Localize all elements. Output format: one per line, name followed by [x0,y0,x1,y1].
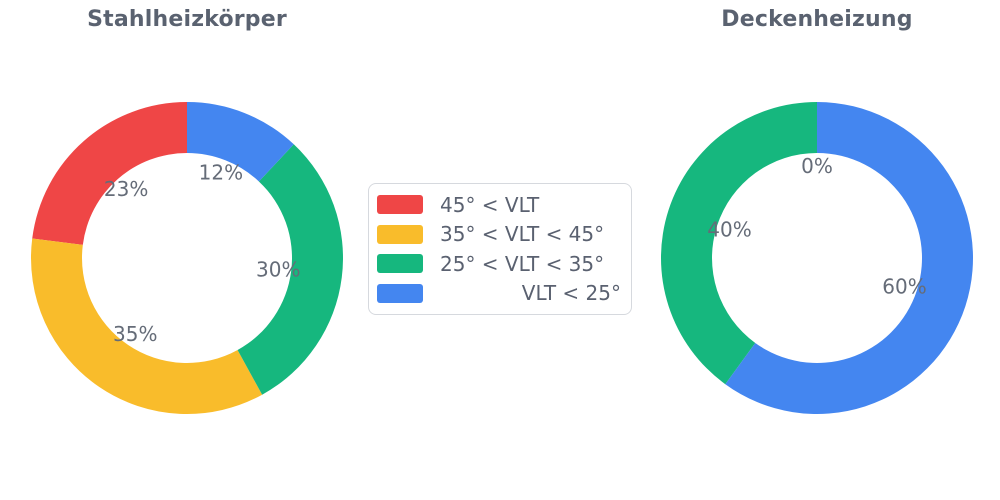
donut-slice [237,144,343,395]
slice-label: 30% [256,258,300,282]
donut-slice [187,102,294,182]
legend-item: 35° < VLT < 45° [377,220,621,250]
legend-item-label: 45° < VLT [440,192,540,217]
legend-swatch-blue [377,283,423,303]
legend-box: 45° < VLT 35° < VLT < 45° 25° < VLT < 35… [368,183,632,315]
slice-label: 40% [707,218,751,242]
legend-swatch-yellow [377,224,423,244]
chart-title-left: Stahlheizkörper [87,7,287,32]
slice-label: 12% [199,160,243,184]
donut-slice [661,101,817,385]
legend-item: 45° < VLT [377,190,621,220]
slice-label: 35% [113,322,157,346]
legend-swatch-green [377,254,423,274]
legend-item-label: VLT < 25° [521,281,621,306]
legend-item: VLT < 25° [377,279,621,309]
donut-slice [32,102,188,245]
chart-title-right: Deckenheizung [721,7,913,32]
slice-label: 23% [104,177,148,201]
donut-slice [725,102,973,414]
legend-item: 25° < VLT < 35° [377,249,621,279]
legend-swatch-red [377,195,423,215]
donut-slice [31,238,263,414]
legend-item-label: 35° < VLT < 45° [440,222,605,247]
slice-label: 0% [801,154,833,178]
slice-label: 60% [882,274,926,298]
legend-item-label: 25° < VLT < 35° [440,251,605,276]
